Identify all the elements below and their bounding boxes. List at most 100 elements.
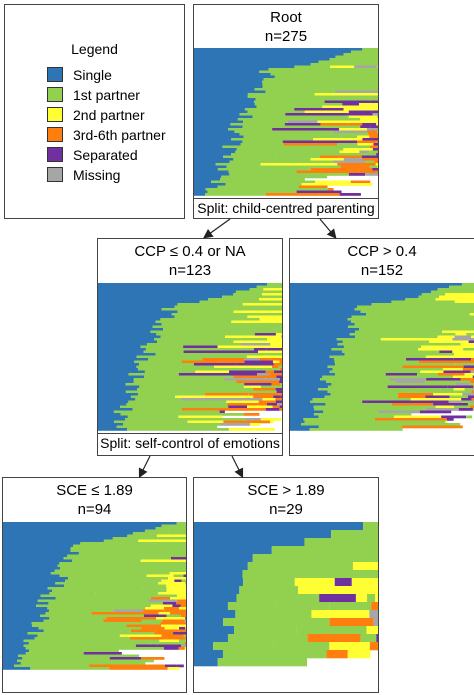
sequence-segment [263,335,282,339]
sequence-segment [334,578,352,587]
legend-label-separated: Separated [73,147,138,163]
sequence-segment [290,415,319,419]
sequence-segment [243,578,295,587]
sequence-segment [194,634,228,643]
sequence-segment [3,582,56,585]
sequence-segment [349,333,456,336]
sequence-segment [425,380,471,384]
sequence-segment [3,577,69,580]
sequence-segment [375,163,378,166]
sequence-segment [137,388,254,391]
sequence-segment [194,93,248,96]
node-sce-high-title: SCE > 1.89 [247,482,325,499]
sequence-segment [17,659,154,663]
sequence-segment [91,612,159,615]
sequence-segment [98,330,151,334]
sequence-segment [463,365,474,369]
sequence-segment [472,375,474,379]
sequence-segment [143,350,184,354]
sequence-segment [290,373,336,376]
sequence-segment [276,602,330,611]
sequence-segment [398,395,426,399]
sequence-segment [435,298,474,301]
sequence-segment [234,626,297,635]
sequence-segment [357,143,374,146]
sequence-segment [449,395,468,399]
sequence-segment [343,108,360,111]
sequence-segment [472,350,474,354]
sequence-segment [3,604,37,608]
sequence-segment [266,403,278,406]
sequence-segment [98,290,236,294]
sequence-segment [194,68,269,71]
sequence-segment [352,133,369,136]
sequence-segment [160,622,183,625]
sequence-segment [290,340,343,344]
sequence-segment [358,586,378,595]
sequence-segment [290,283,462,286]
sequence-segment [127,415,179,419]
sequence-segment [194,618,224,627]
sequence-segment [290,288,438,291]
sequence-segment [273,378,281,381]
sequence-segment [469,313,474,316]
sequence-segment [227,602,277,611]
sequence-segment [330,65,355,69]
sequence-segment [342,340,430,344]
sequence-segment [98,338,155,341]
node-sce-low-title: SCE ≤ 1.89 [56,482,133,499]
sequence-segment [280,395,282,399]
sequence-segment [290,400,311,404]
sequence-segment [166,589,176,593]
sequence-segment [40,614,144,618]
sequence-segment [98,300,200,304]
sequence-segment [271,383,281,386]
sequence-segment [339,193,361,196]
sequence-segment [98,410,114,414]
sequence-segment [462,393,474,396]
sequence-segment [278,365,282,369]
sequence-segment [334,363,456,366]
sequence-segment [290,365,328,369]
sequence-segment [452,355,464,359]
sequence-segment [373,618,378,627]
sequence-segment [290,348,332,351]
sequence-segment [290,408,315,411]
sequence-segment [98,325,153,329]
sequence-segment [237,118,361,121]
sequence-segment [160,335,226,339]
sequence-segment [339,155,362,159]
sequence-segment [290,425,319,429]
sequence-segment [454,405,470,409]
sequence-segment [348,325,474,329]
sequence-segment [3,537,113,540]
sequence-segment [3,662,21,665]
sequence-segment [463,355,474,359]
sequence-segment [194,115,253,119]
sequence-segment [290,315,352,319]
sequence-segment [194,73,271,76]
sequence-segment [3,632,28,635]
sequence-segment [265,193,320,196]
sequence-segment [290,333,350,336]
sequence-segment [47,607,146,610]
legend-label-1st-partner: 1st partner [73,87,140,103]
sequence-segment [371,105,378,109]
sequence-segment [360,125,371,129]
sequence-segment [270,343,282,346]
sequence-segment [391,403,434,406]
sequence-segment [320,378,389,381]
sequence-segment [243,135,358,139]
sequence-segment [367,130,378,134]
sequence-segment [3,549,71,553]
sequence-segment [421,293,446,296]
sequence-segment [344,353,393,356]
sequence-segment [156,333,255,336]
sequence-segment [442,330,474,334]
sequence-segment [276,355,282,359]
sequence-segment [3,642,29,645]
legend-item-3rd-6th-partner: 3rd-6th partner [47,127,166,143]
sequence-segment [181,408,266,411]
sequence-segment [177,310,234,314]
sequence-segment [194,140,243,144]
